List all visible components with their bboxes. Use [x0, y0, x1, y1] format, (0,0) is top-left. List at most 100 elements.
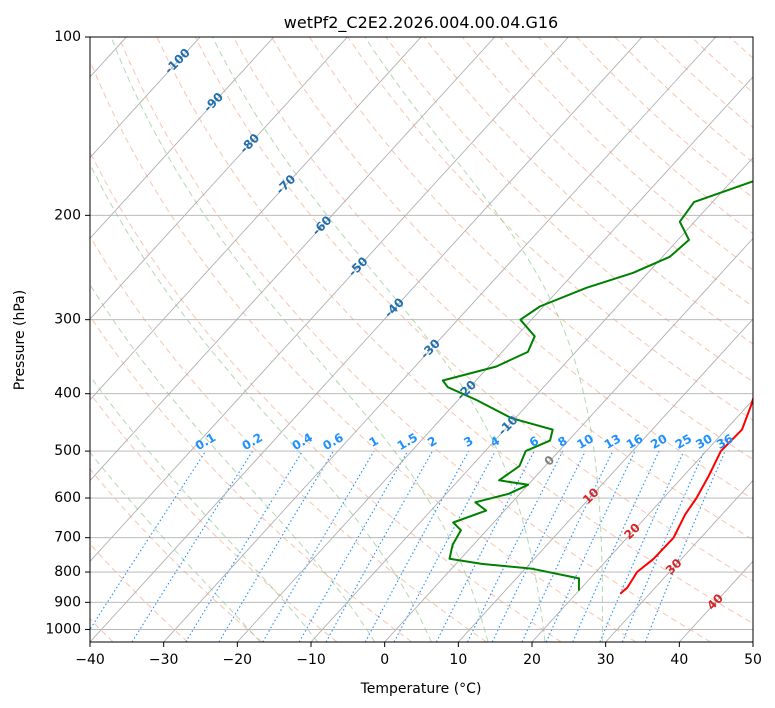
isotherm-line	[458, 318, 753, 642]
dry-adiabat	[728, 37, 753, 59]
mixing-ratio-label: 20	[648, 431, 669, 451]
y-tick-label: 700	[54, 530, 81, 546]
dry-adiabat	[461, 37, 753, 308]
isotherm-line	[237, 76, 753, 642]
mixing-ratio-label: 10	[574, 431, 595, 451]
dry-adiabat	[118, 37, 711, 642]
mixing-ratio-line	[185, 450, 304, 642]
mixing-ratio-line	[393, 450, 496, 642]
mixing-ratio-line	[644, 450, 726, 642]
x-tick-label: 40	[670, 652, 688, 668]
y-tick-label: 100	[54, 29, 81, 45]
mixing-ratio-label: 1	[367, 434, 381, 450]
moist-adiabat	[90, 374, 319, 642]
y-axis-label: Pressure (hPa)	[12, 290, 28, 390]
mixing-ratio-line	[521, 450, 614, 642]
x-tick-label: 50	[744, 652, 762, 668]
x-tick-label: 20	[523, 652, 541, 668]
mixing-ratio-label: 2	[425, 434, 439, 450]
mixing-ratio-label: 1.5	[395, 430, 420, 453]
dry-adiabat	[423, 37, 753, 345]
moist-adiabat	[110, 37, 489, 642]
moist-adiabat	[90, 163, 432, 642]
dry-adiabat	[652, 37, 753, 128]
x-tick-label: 10	[449, 652, 467, 668]
mixing-ratio-line	[621, 450, 705, 642]
isotherm-line	[90, 37, 201, 159]
mixing-ratio-line	[131, 450, 254, 642]
y-tick-label: 400	[54, 386, 81, 402]
x-tick-label: 30	[597, 652, 615, 668]
mixing-ratio-label: 0.2	[240, 430, 265, 453]
dry-adiabat	[576, 37, 753, 199]
plot-frame	[89, 36, 754, 643]
dry-adiabat	[347, 37, 753, 421]
dewpoint-profile-line	[441, 180, 753, 591]
isotherm-line	[90, 37, 643, 642]
moist-adiabat	[90, 451, 261, 642]
mixing-ratio-label: 3	[461, 434, 475, 450]
isotherm-line	[531, 399, 753, 642]
y-tick-label: 800	[54, 564, 81, 580]
y-tick-label: 200	[54, 207, 81, 223]
isotherm-line	[752, 641, 753, 642]
isotherm-line	[384, 237, 753, 642]
dry-adiabat	[538, 37, 753, 235]
axes: −40 −30 −20 −10 0 10 20 30 40 50 100 200 300 400 500 60…	[45, 29, 762, 668]
y-tick-label: 500	[54, 443, 81, 459]
mixing-ratio-line	[90, 450, 207, 631]
dry-adiabat	[90, 392, 338, 642]
mixing-ratio-line	[325, 450, 433, 642]
dry-adiabat	[90, 235, 487, 642]
y-tick-label: 900	[54, 594, 81, 610]
mixing-ratio-line	[364, 450, 470, 642]
mixing-ratio-line	[467, 450, 564, 642]
temperature-profile-line	[619, 395, 753, 595]
isotherm-line	[90, 37, 569, 562]
mixing-ratio-label: 0.6	[320, 430, 345, 453]
x-tick-label: 0	[380, 652, 389, 668]
chart-title: wetPf2_C2E2.2026.004.00.04.G16	[284, 13, 558, 33]
dry-adiabat	[309, 37, 753, 460]
mixing-ratio-line	[262, 450, 375, 642]
x-tick-label: −40	[75, 652, 105, 668]
dry-adiabat	[614, 37, 753, 163]
background-lines	[90, 37, 775, 642]
dry-adiabat	[194, 37, 753, 582]
x-axis-label: Temperature (°C)	[360, 681, 482, 697]
y-tick-label: 300	[54, 312, 81, 328]
moist-adiabat	[90, 283, 376, 642]
dry-adiabat	[156, 37, 753, 624]
dry-adiabat	[385, 37, 753, 383]
dry-adiabat	[90, 468, 263, 642]
moist-adiabat	[212, 37, 546, 642]
mixing-ratio-line	[218, 450, 334, 642]
mixing-ratio-label: 4	[488, 434, 502, 450]
sounding-lines	[441, 180, 753, 595]
dry-adiabat	[232, 37, 753, 541]
dry-adiabat	[271, 37, 753, 500]
x-tick-label: −20	[223, 652, 253, 668]
mixing-ratio-label: 36	[714, 431, 735, 451]
mixing-ratio-label: 0.1	[193, 430, 218, 453]
mixing-ratio-label: 16	[624, 431, 645, 451]
dry-adiabat	[90, 59, 637, 642]
mixing-ratio-label: 30	[693, 431, 714, 451]
mixing-ratio-label: 13	[602, 431, 623, 451]
isotherm-line	[90, 37, 275, 240]
isotherm-line	[90, 37, 422, 401]
isotherm-line	[90, 37, 496, 482]
mixing-ratio-line	[491, 450, 586, 642]
mixing-ratio-label: 0.4	[290, 430, 315, 453]
y-tick-label: 1000	[45, 621, 81, 637]
isotherm-line	[605, 479, 753, 642]
isotherm-line	[310, 156, 753, 642]
y-tick-label: 600	[54, 490, 81, 506]
dry-adiabat	[768, 37, 775, 642]
x-tick-label: −10	[296, 652, 326, 668]
x-tick-label: −30	[149, 652, 179, 668]
dry-adiabat	[90, 543, 189, 642]
isotherm-line	[163, 37, 717, 642]
